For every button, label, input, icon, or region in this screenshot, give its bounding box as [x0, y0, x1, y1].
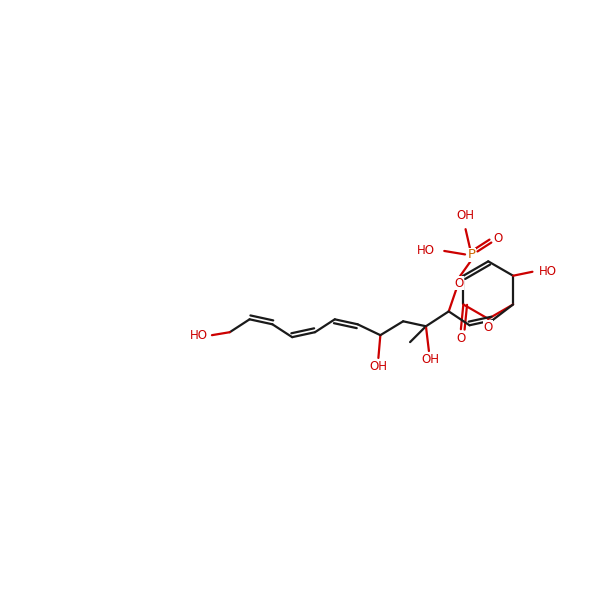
Text: O: O: [483, 321, 493, 334]
Text: OH: OH: [421, 353, 439, 366]
Text: HO: HO: [190, 329, 208, 341]
Text: P: P: [467, 248, 476, 262]
Text: OH: OH: [370, 360, 388, 373]
Text: O: O: [454, 277, 463, 290]
Text: HO: HO: [539, 265, 557, 278]
Text: O: O: [456, 332, 466, 344]
Text: O: O: [494, 232, 503, 245]
Text: OH: OH: [457, 209, 475, 222]
Text: HO: HO: [416, 244, 434, 257]
